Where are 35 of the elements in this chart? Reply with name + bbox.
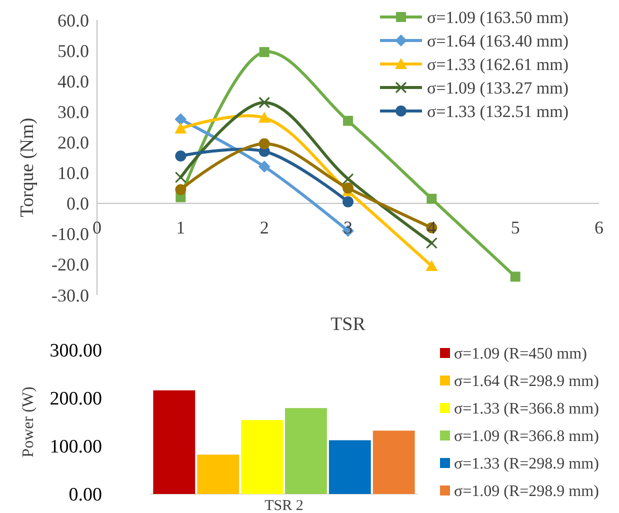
y-tick-label: 0.0 xyxy=(66,194,89,214)
x-tick-label: 2 xyxy=(260,217,269,238)
legend-label: σ=1.33 (R=366.8 mm) xyxy=(454,400,599,418)
y-tick-label: 50.0 xyxy=(58,40,89,61)
legend-label: σ=1.09 (133.27 mm) xyxy=(427,78,569,98)
x-tick-label: 1 xyxy=(176,217,186,238)
x-tick-label: 0 xyxy=(92,217,102,238)
y-tick-label: -30.0 xyxy=(52,285,89,306)
y-tick-label: 20.0 xyxy=(58,132,89,153)
legend-label: σ=1.09 (163.50 mm) xyxy=(427,8,569,27)
y-tick-label: 300.00 xyxy=(50,340,102,362)
y-axis-title: Torque (Nm) xyxy=(17,118,38,218)
legend-label: σ=1.09 (R=366.8 mm) xyxy=(454,428,599,446)
legend-label: σ=1.09 (R=450 mm) xyxy=(454,346,587,363)
legend-label: σ=1.33 (132.51 mm) xyxy=(427,102,569,121)
y-tick-label: -10.0 xyxy=(52,224,89,244)
y-axis-title: Power (W) xyxy=(20,386,37,458)
legend-label: σ=1.33 (162.61 mm) xyxy=(427,54,569,74)
y-tick-label: 0.00 xyxy=(68,484,102,506)
y-tick-label: 100.00 xyxy=(50,436,102,458)
x-axis-title: TSR 2 xyxy=(264,498,304,513)
legend-label: σ=1.33 (R=298.9 mm) xyxy=(454,456,599,473)
legend-label: σ=1.64 (163.40 mm) xyxy=(427,31,569,50)
y-tick-label: 40.0 xyxy=(58,71,89,92)
y-tick-label: 10.0 xyxy=(58,163,89,184)
legend-label: σ=1.09 (R=298.9 mm) xyxy=(454,483,599,500)
y-tick-label: 60.0 xyxy=(58,10,89,30)
x-tick-label: 6 xyxy=(594,217,604,238)
y-tick-label: 200.00 xyxy=(50,388,102,410)
x-axis-title: TSR xyxy=(330,314,366,335)
x-tick-label: 5 xyxy=(510,217,520,238)
legend-label: σ=1.64 (R=298.9 mm) xyxy=(454,373,599,390)
y-tick-label: 30.0 xyxy=(58,102,89,122)
y-tick-label: -20.0 xyxy=(52,254,89,275)
x-tick-label: 4 xyxy=(427,217,436,238)
